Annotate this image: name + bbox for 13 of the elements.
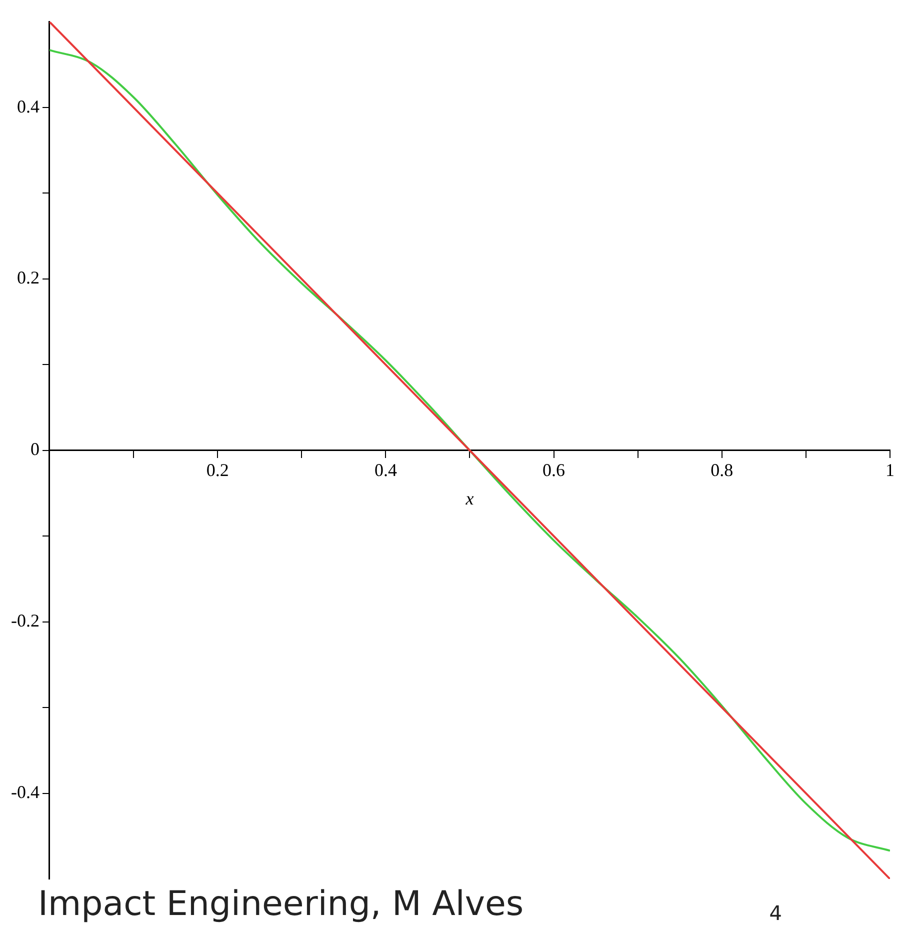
x-tick-label: 1 [886, 460, 894, 480]
y-tick-label: -0.2 [10, 610, 40, 631]
x-tick-label: 0.4 [374, 460, 397, 480]
y-tick-label: 0.4 [16, 96, 40, 116]
x-tick-label: 0.6 [542, 460, 566, 480]
x-tick-label: 0.8 [710, 460, 734, 480]
x-tick-label: 0.2 [206, 460, 229, 480]
y-tick-label: 0 [30, 439, 40, 460]
text: Impact Engineering, M Alves [38, 884, 524, 924]
y-tick-label: -0.4 [10, 782, 40, 802]
y-tick-label: 0.2 [16, 268, 40, 288]
x-axis-title: x [464, 488, 474, 509]
text: 4 [769, 901, 782, 926]
